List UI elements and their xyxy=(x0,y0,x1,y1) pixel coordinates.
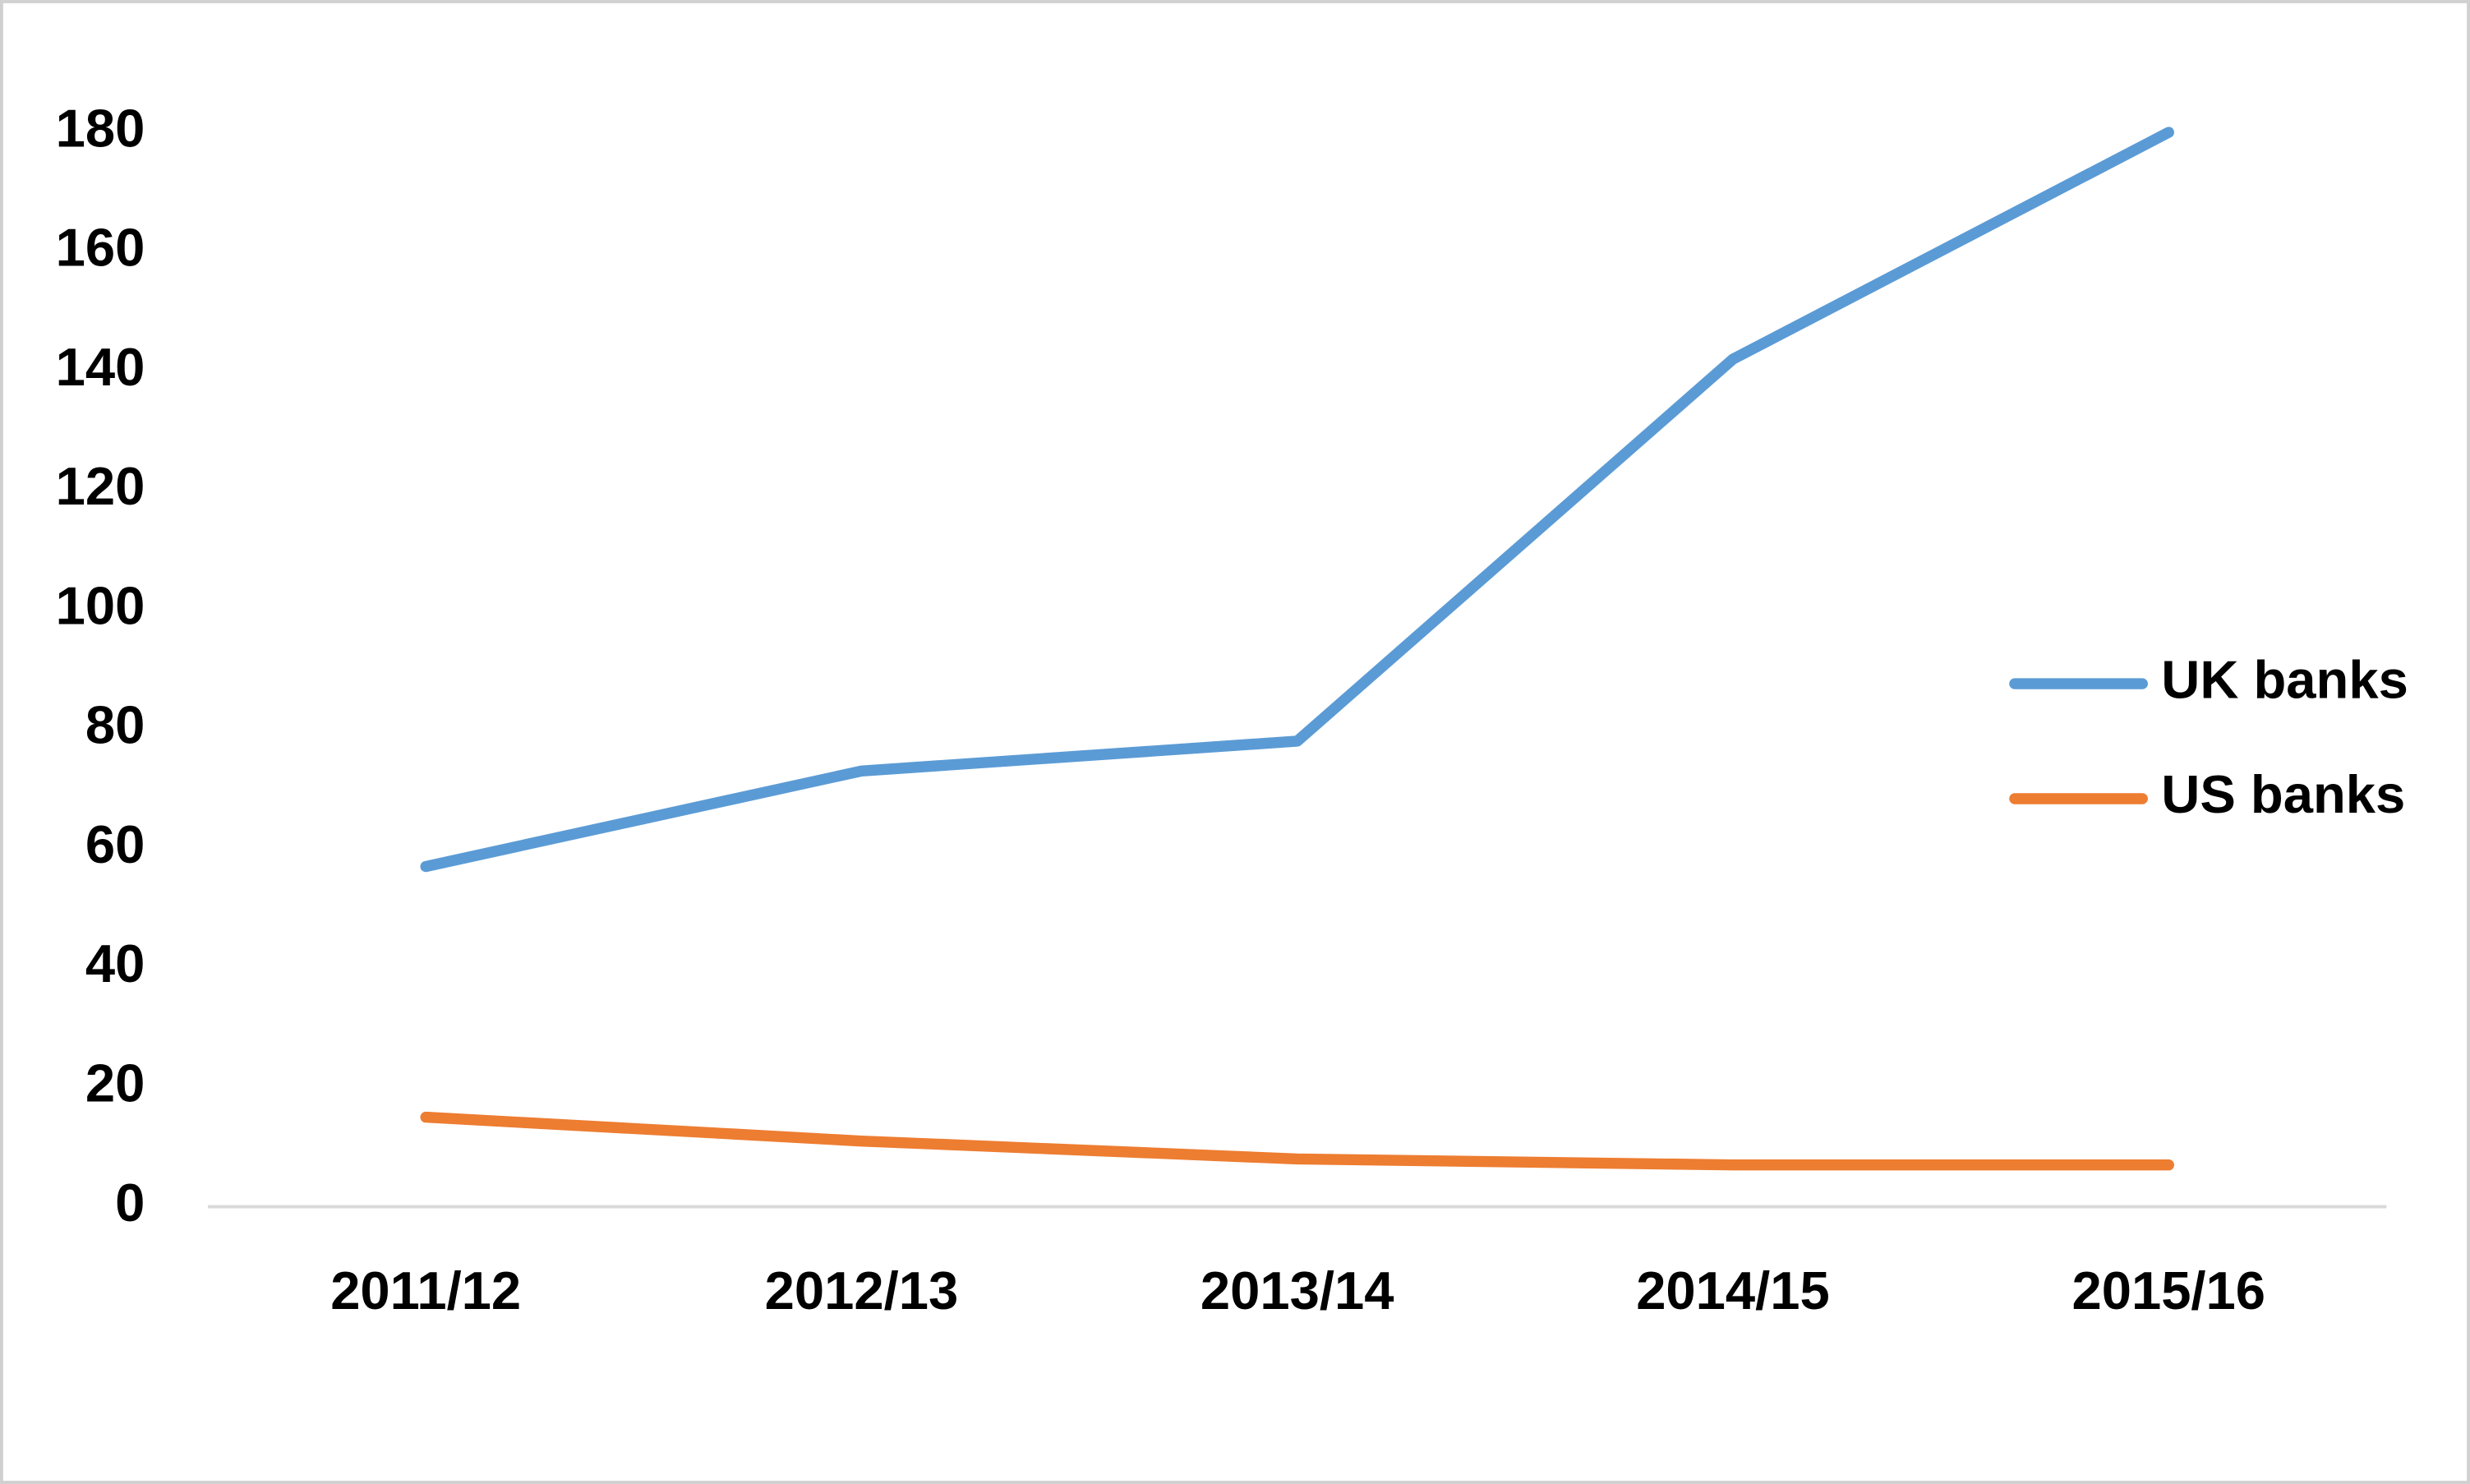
x-tick-label: 2013/14 xyxy=(1200,1260,1394,1320)
y-tick-label: 100 xyxy=(56,575,145,635)
y-tick-label: 40 xyxy=(85,933,145,993)
series-line xyxy=(420,1111,2174,1171)
y-tick-label: 120 xyxy=(56,456,145,516)
x-tick-label: 2011/12 xyxy=(330,1260,521,1320)
y-tick-label: 0 xyxy=(115,1173,145,1233)
x-tick-label: 2015/16 xyxy=(2071,1260,2265,1320)
y-tick-label: 60 xyxy=(85,814,145,874)
x-tick-label: 2014/15 xyxy=(1636,1260,1830,1320)
legend-label: US banks xyxy=(2161,764,2405,824)
y-tick-label: 80 xyxy=(85,695,145,755)
x-tick-label: 2012/13 xyxy=(765,1260,959,1320)
y-tick-label: 20 xyxy=(85,1053,145,1113)
legend-label: UK banks xyxy=(2161,649,2408,709)
series-line xyxy=(420,127,2174,873)
y-tick-label: 160 xyxy=(56,218,145,278)
y-tick-label: 180 xyxy=(56,98,145,158)
y-tick-label: 140 xyxy=(56,337,145,397)
